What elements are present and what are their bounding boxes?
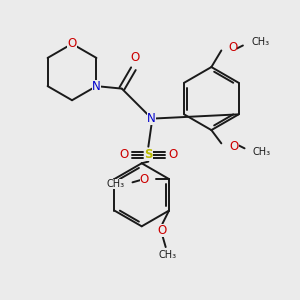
Text: S: S	[144, 148, 153, 161]
Text: O: O	[140, 172, 149, 185]
Text: O: O	[158, 224, 167, 237]
Text: CH₃: CH₃	[251, 37, 269, 47]
Text: CH₃: CH₃	[253, 147, 271, 157]
Text: CH₃: CH₃	[106, 179, 124, 189]
Text: O: O	[168, 148, 177, 161]
Text: N: N	[92, 80, 101, 93]
Text: O: O	[130, 51, 140, 64]
Text: N: N	[147, 112, 156, 125]
Text: O: O	[228, 40, 237, 54]
Text: O: O	[230, 140, 239, 153]
Text: CH₃: CH₃	[158, 250, 176, 260]
Text: O: O	[68, 37, 77, 50]
Text: O: O	[119, 148, 129, 161]
